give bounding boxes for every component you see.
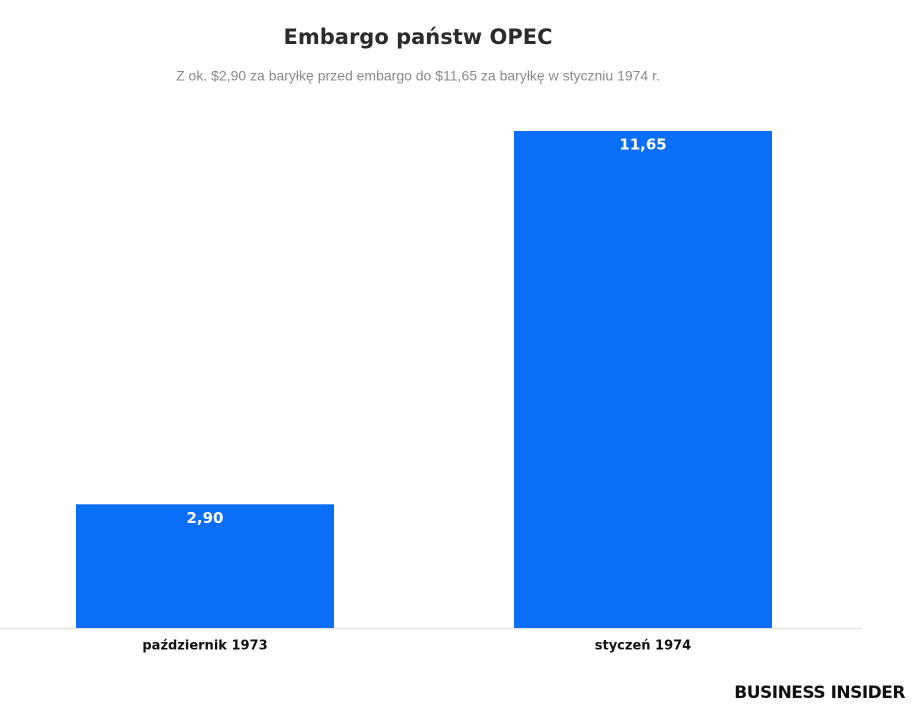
logo: BUSINESS INSIDER: [734, 683, 905, 703]
chart-title: Embargo państw OPEC: [284, 25, 553, 49]
bar: [76, 504, 334, 628]
value-label: 11,65: [619, 136, 666, 154]
value-label: 2,90: [186, 509, 223, 527]
bar: [514, 131, 772, 628]
x-tick-label: styczeń 1974: [595, 639, 691, 654]
x-tick-label: październik 1973: [142, 639, 267, 654]
chart-subtitle: Z ok. $2,90 za baryłkę przed embargo do …: [176, 68, 660, 84]
